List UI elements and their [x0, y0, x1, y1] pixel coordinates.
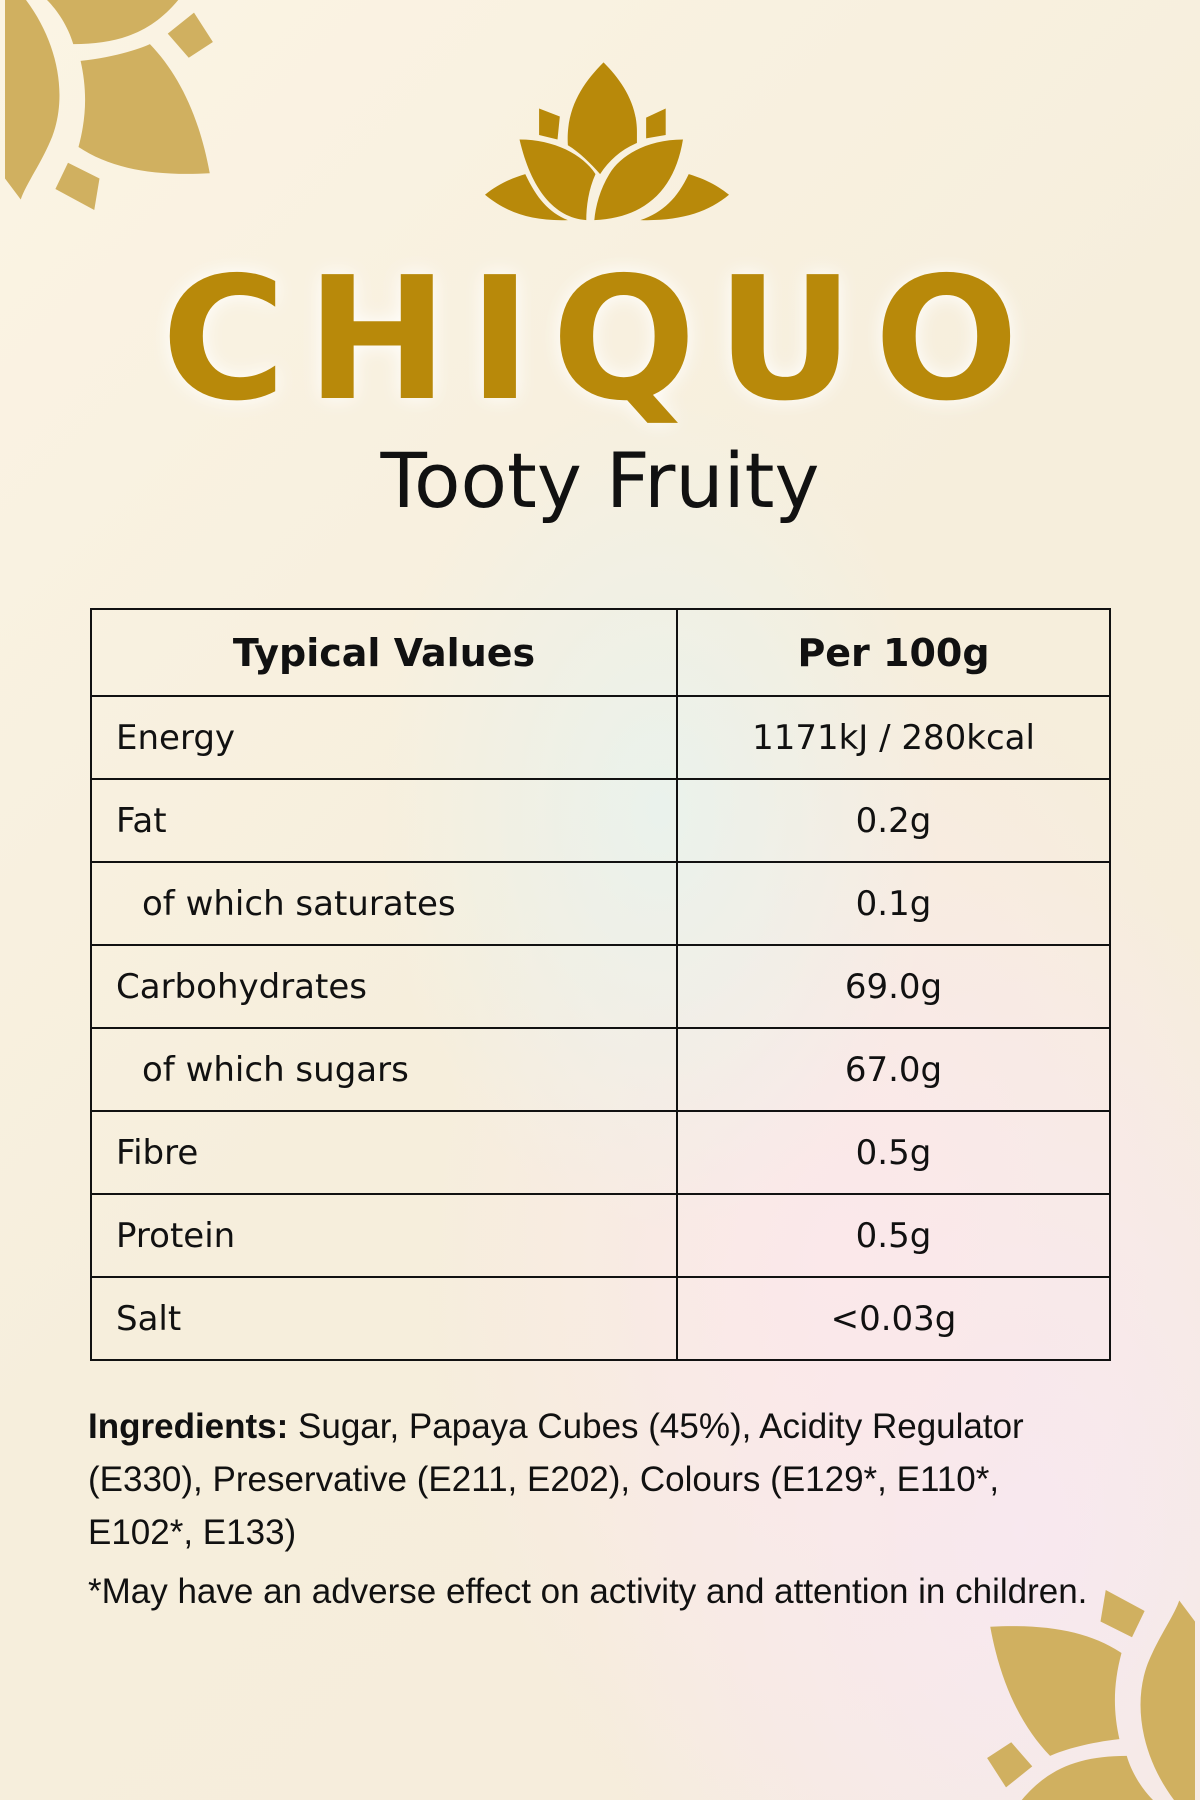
nutrient-label: Energy [90, 695, 678, 780]
nutrient-label: Carbohydrates [90, 944, 678, 1029]
ingredients: Ingredients: Sugar, Papaya Cubes (45%), … [88, 1400, 1088, 1559]
ingredients-label: Ingredients: [88, 1407, 289, 1446]
table-row: Fat 0.2g [90, 778, 1111, 863]
table-row: Energy 1171kJ / 280kcal [90, 695, 1111, 780]
bottom-text: Ingredients: Sugar, Papaya Cubes (45%), … [88, 1400, 1088, 1618]
nutrient-value: <0.03g [676, 1276, 1111, 1361]
column-header: Per 100g [676, 608, 1111, 697]
table-row: Carbohydrates 69.0g [90, 944, 1111, 1029]
table-row: Fibre 0.5g [90, 1110, 1111, 1195]
nutrition-table: Typical Values Per 100g Energy 1171kJ / 2… [90, 608, 1111, 1361]
nutrient-value: 1171kJ / 280kcal [676, 695, 1111, 780]
product-name: Tooty Fruity [380, 436, 820, 525]
lotus-corner-decoration-bottom-right [987, 1590, 1195, 1800]
nutrient-value: 67.0g [676, 1027, 1111, 1112]
footnote: *May have an adverse effect on activity … [88, 1572, 1088, 1611]
nutrient-value: 0.5g [676, 1193, 1111, 1278]
nutrient-label: of which saturates [90, 861, 678, 946]
table-row: of which saturates 0.1g [90, 861, 1111, 946]
nutrient-label: Fat [90, 778, 678, 863]
nutrient-value: 0.1g [676, 861, 1111, 946]
nutrient-value: 0.2g [676, 778, 1111, 863]
table-row: Salt <0.03g [90, 1276, 1111, 1361]
table-row: of which sugars 67.0g [90, 1027, 1111, 1112]
nutrient-value: 0.5g [676, 1110, 1111, 1195]
brand-name: CHIQUO [161, 241, 1039, 439]
nutrient-label: of which sugars [90, 1027, 678, 1112]
table-header-row: Typical Values Per 100g [90, 608, 1111, 697]
table-row: Protein 0.5g [90, 1193, 1111, 1278]
nutrient-label: Protein [90, 1193, 678, 1278]
nutrient-label: Salt [90, 1276, 678, 1361]
column-header: Typical Values [90, 608, 678, 697]
nutrient-value: 69.0g [676, 944, 1111, 1029]
lotus-icon [485, 62, 729, 221]
nutrient-label: Fibre [90, 1110, 678, 1195]
lotus-corner-decoration-top-left [5, 0, 213, 210]
ingredients-text: Sugar, Papaya Cubes (45%), Acidity Regul… [88, 1407, 1024, 1552]
